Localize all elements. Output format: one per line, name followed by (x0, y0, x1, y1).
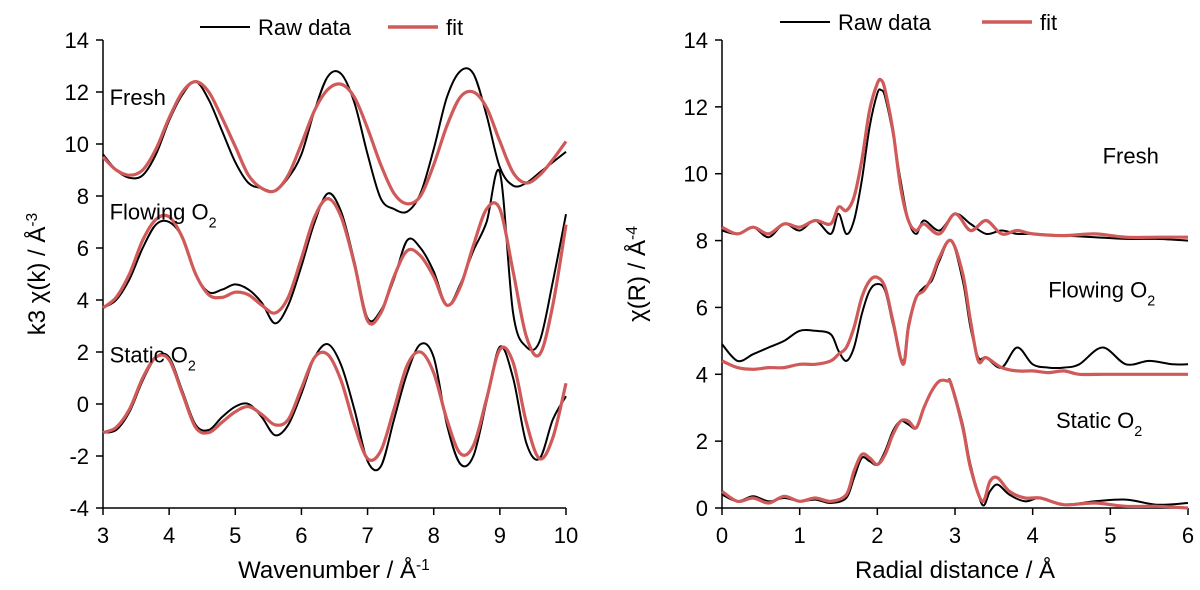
x-tick-label: 4 (1027, 523, 1039, 548)
x-tick-label: 5 (229, 523, 241, 548)
y-tick-label: 4 (696, 362, 708, 387)
y-tick-label: 0 (696, 496, 708, 521)
legend-label-fit: fit (1040, 10, 1057, 35)
y-axis-label: k3 χ(k) / Å-3 (23, 213, 51, 335)
fit-line-flowing-o2 (102, 197, 568, 358)
y-tick-label: 12 (684, 95, 708, 120)
chart-panel-k-space: -4 -2 0 2 4 6 8 10 12 14 3 4 5 6 7 8 9 10 Wavenumber / Å-1… (23, 15, 578, 584)
series-annotation-fresh: Fresh (1103, 144, 1159, 169)
fit-line-static-o2 (102, 345, 568, 462)
y-tick-label: 4 (77, 288, 89, 313)
fit-line-fresh (721, 77, 1189, 240)
legend: Raw data fit (200, 15, 463, 40)
y-tick-label: 8 (77, 184, 89, 209)
y-tick-label: 2 (77, 340, 89, 365)
x-tick-label: 4 (163, 523, 175, 548)
x-tick-label: 7 (361, 523, 373, 548)
y-tick-label: 12 (65, 80, 89, 105)
x-tick-label: 3 (949, 523, 961, 548)
x-axis-label: Radial distance / Å (855, 556, 1055, 584)
x-tick-label: 3 (97, 523, 109, 548)
x-tick-label: 8 (428, 523, 440, 548)
legend: Raw data fit (780, 10, 1057, 35)
x-tick-label: 1 (794, 523, 806, 548)
fit-line-static-o2 (721, 378, 1189, 510)
series-annotation-fresh: Fresh (110, 85, 166, 110)
y-tick-label: -4 (69, 496, 89, 521)
x-tick-label: 2 (871, 523, 883, 548)
raw-data-line-flowing-o2 (721, 239, 1189, 370)
y-tick-label: 6 (696, 295, 708, 320)
y-tick-label: 2 (696, 429, 708, 454)
legend-label-raw-data: Raw data (258, 15, 352, 40)
y-tick-label: 10 (65, 132, 89, 157)
fit-line-flowing-o2 (721, 238, 1188, 377)
raw-data-line-flowing-o2 (102, 168, 567, 352)
x-tick-label: 6 (1182, 523, 1194, 548)
raw-data-line-fresh (102, 67, 567, 214)
legend-label-raw-data: Raw data (838, 10, 932, 35)
y-tick-label: 10 (684, 162, 708, 187)
x-tick-label: 9 (494, 523, 506, 548)
x-tick-label: 0 (716, 523, 728, 548)
x-axis-label: Wavenumber / Å-1 (238, 556, 430, 584)
fit-line-fresh (101, 80, 568, 206)
y-tick-label: 14 (65, 28, 89, 53)
legend-label-fit: fit (446, 15, 463, 40)
y-tick-label: 14 (684, 28, 708, 53)
y-tick-label: -2 (69, 444, 89, 469)
x-tick-label: 10 (554, 523, 578, 548)
y-tick-label: 6 (77, 236, 89, 261)
y-axis-label: χ(R) / Å-4 (623, 226, 651, 322)
y-tick-label: 8 (696, 229, 708, 254)
series-annotation-flowing-o2: Flowing O2 (110, 199, 217, 231)
series-annotation-static-o2: Static O2 (110, 342, 196, 374)
series-annotation-flowing-o2: Flowing O2 (1048, 277, 1155, 309)
x-tick-label: 5 (1104, 523, 1116, 548)
x-tick-label: 6 (295, 523, 307, 548)
series-annotation-static-o2: Static O2 (1056, 408, 1142, 440)
y-tick-label: 0 (77, 392, 89, 417)
